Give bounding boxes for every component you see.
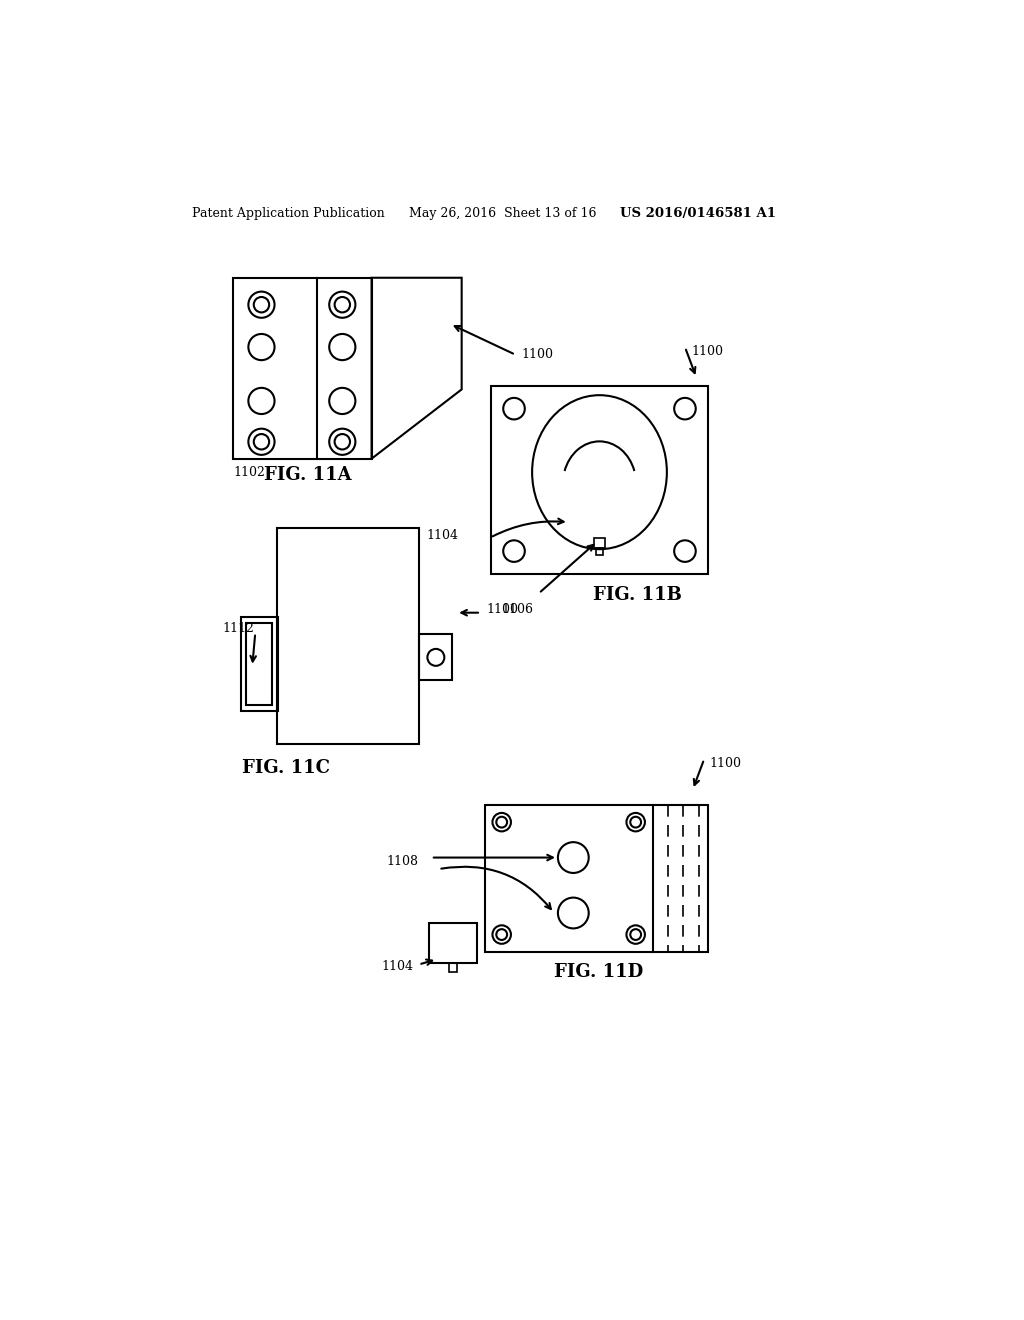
Bar: [241, 616, 279, 711]
Text: 1104: 1104: [382, 961, 414, 973]
Bar: [484, 805, 708, 952]
Text: May 26, 2016  Sheet 13 of 16: May 26, 2016 Sheet 13 of 16: [410, 207, 597, 220]
Text: FIG. 11C: FIG. 11C: [243, 759, 330, 777]
Bar: [233, 277, 372, 459]
Bar: [419, 635, 453, 681]
Text: 1102: 1102: [233, 466, 265, 479]
Text: FIG. 11A: FIG. 11A: [264, 466, 351, 484]
Text: 1100: 1100: [521, 348, 554, 362]
Text: Patent Application Publication: Patent Application Publication: [193, 207, 385, 220]
Text: 1106: 1106: [502, 603, 534, 616]
Bar: [246, 623, 272, 705]
Text: FIG. 11B: FIG. 11B: [593, 586, 681, 603]
Bar: [429, 923, 477, 964]
Bar: [276, 528, 419, 743]
Text: 1112: 1112: [222, 622, 254, 635]
Bar: [490, 385, 708, 574]
Text: FIG. 11D: FIG. 11D: [554, 964, 643, 981]
Text: 1100: 1100: [710, 756, 741, 770]
Bar: [596, 548, 602, 554]
Text: 1108: 1108: [386, 855, 419, 869]
Text: 1100: 1100: [691, 345, 723, 358]
Bar: [594, 537, 605, 548]
Bar: [450, 964, 457, 973]
Text: US 2016/0146581 A1: US 2016/0146581 A1: [620, 207, 775, 220]
Text: 1100: 1100: [486, 603, 518, 616]
Text: 1104: 1104: [427, 529, 459, 541]
